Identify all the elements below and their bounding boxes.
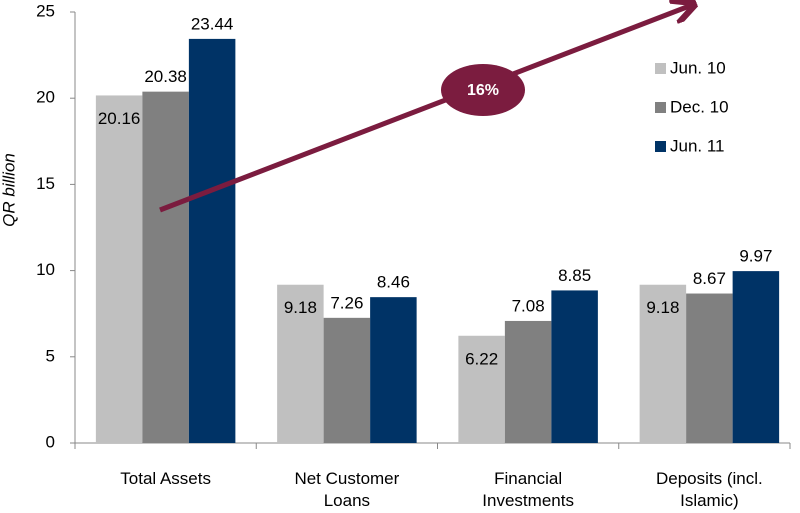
bar xyxy=(370,297,417,443)
data-label: 20.38 xyxy=(144,67,187,86)
y-tick-label: 5 xyxy=(46,346,55,365)
legend-swatch xyxy=(655,63,666,74)
bar xyxy=(551,290,598,443)
y-tick-label: 15 xyxy=(36,174,55,193)
legend-label: Dec. 10 xyxy=(670,97,729,116)
trend-arrow xyxy=(159,5,692,213)
bar xyxy=(504,320,552,443)
bar xyxy=(277,284,324,443)
legend-swatch xyxy=(655,102,666,113)
bar xyxy=(323,317,371,443)
annotation-text: 16% xyxy=(467,82,499,99)
data-label: 7.26 xyxy=(330,293,363,312)
y-tick-label: 10 xyxy=(36,260,55,279)
legend-label: Jun. 10 xyxy=(670,58,726,77)
y-tick-label: 20 xyxy=(36,88,55,107)
x-tick-label-line: Loans xyxy=(324,491,370,510)
data-label: 9.18 xyxy=(646,298,679,317)
data-label: 23.44 xyxy=(191,14,234,33)
x-tick-label-line: Total Assets xyxy=(120,469,211,488)
data-label: 9.97 xyxy=(739,247,772,266)
data-label: 20.16 xyxy=(98,109,141,128)
data-label: 8.85 xyxy=(558,266,591,285)
x-tick-label-line: Financial xyxy=(494,469,562,488)
bar xyxy=(95,95,143,444)
bar xyxy=(686,293,733,443)
y-tick-label: 25 xyxy=(36,1,55,20)
y-axis-label: QR billion xyxy=(0,153,18,227)
annotation-badge xyxy=(441,64,525,116)
bar xyxy=(732,271,780,443)
x-tick-label-line: Investments xyxy=(482,491,574,510)
x-tick-label: Total Assets xyxy=(120,469,211,488)
data-label: 6.22 xyxy=(465,349,498,368)
bar xyxy=(639,284,687,443)
data-label: 7.08 xyxy=(512,296,545,315)
data-label: 8.46 xyxy=(377,273,410,292)
bar xyxy=(188,38,236,443)
y-tick-label: 0 xyxy=(46,432,55,451)
bar xyxy=(142,91,189,443)
data-label: 9.18 xyxy=(284,298,317,317)
x-tick-label: Financial Investments xyxy=(482,469,574,510)
x-tick-label-line: Net Customer xyxy=(294,469,399,488)
data-label: 8.67 xyxy=(693,269,726,288)
x-tick-label-line: Islamic) xyxy=(680,491,739,510)
x-tick-label: Net Customer Loans xyxy=(294,469,399,510)
x-tick-label-line: Deposits (incl. xyxy=(656,469,763,488)
legend-swatch xyxy=(655,141,666,152)
bar xyxy=(458,335,505,443)
x-tick-label: Deposits (incl. Islamic) xyxy=(656,469,763,510)
legend-label: Jun. 11 xyxy=(670,136,725,155)
